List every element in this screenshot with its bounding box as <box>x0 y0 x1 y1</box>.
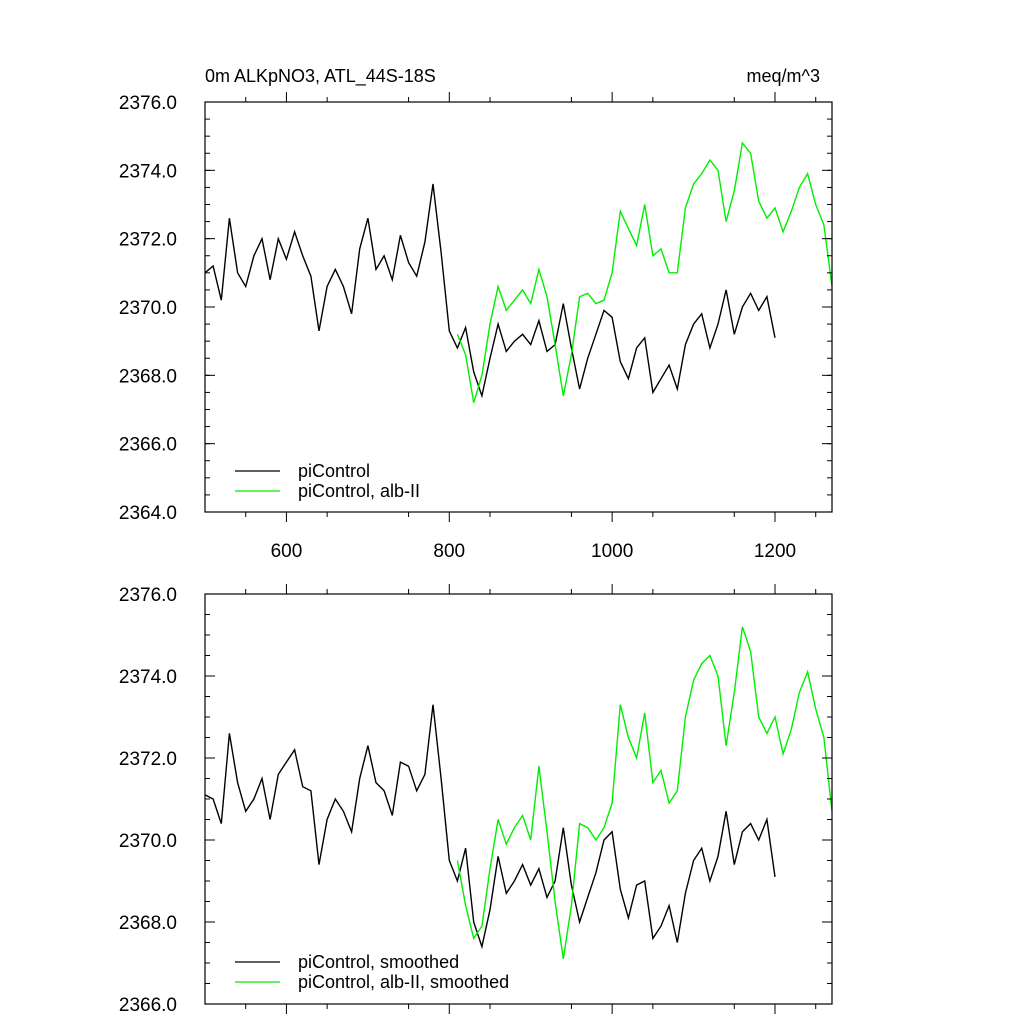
top-panel: 0m ALKpNO3, ATL_44S-18S meq/m^3 2364.023… <box>119 66 833 562</box>
legend-label-alb-ii-smoothed: piControl, alb-II, smoothed <box>298 972 509 992</box>
x-tick-label: 1000 <box>591 541 633 562</box>
y-tick-label: 2370.0 <box>119 298 177 319</box>
y-tick-label: 2368.0 <box>119 366 177 387</box>
bottom-panel-series <box>204 626 833 960</box>
y-tick-label: 2376.0 <box>119 93 177 114</box>
y-tick-label: 2364.0 <box>119 503 177 524</box>
bottom-panel-frame <box>204 593 833 1005</box>
y-tick-label: 2372.0 <box>119 230 177 251</box>
series-line-0-0 <box>204 183 776 399</box>
x-tick-label: 800 <box>433 541 465 562</box>
top-panel-units: meq/m^3 <box>747 66 820 86</box>
y-tick-label: 2370.0 <box>119 831 177 852</box>
series-line-0-1 <box>456 141 833 403</box>
y-tick-label: 2376.0 <box>119 585 177 606</box>
top-panel-ticks: 2364.0 2366.0 2368.0 2370.0 2372.0 2374.0 2376… <box>119 92 832 562</box>
y-tick-label: 2372.0 <box>119 749 177 770</box>
bottom-panel-legend: piControl, smoothed piControl, alb-II, s… <box>235 952 509 992</box>
series-line-1-0 <box>204 704 776 950</box>
y-tick-label: 2374.0 <box>119 161 177 182</box>
y-tick-label: 2368.0 <box>119 913 177 934</box>
y-tick-label: 2366.0 <box>119 995 177 1016</box>
top-panel-title: 0m ALKpNO3, ATL_44S-18S <box>205 66 436 87</box>
bottom-panel-ticks: 2366.0 2368.0 2370.0 2372.0 2374.0 2376.0 <box>119 584 832 1016</box>
series-line-1-1 <box>456 626 833 960</box>
legend-label-picontrol: piControl <box>298 461 370 481</box>
bottom-panel: 2366.0 2368.0 2370.0 2372.0 2374.0 2376.0 piC… <box>119 584 833 1016</box>
top-panel-legend: piControl piControl, alb-II <box>235 461 420 501</box>
legend-label-alb-ii: piControl, alb-II <box>298 481 420 501</box>
top-panel-frame <box>204 101 833 513</box>
top-panel-series <box>204 141 833 403</box>
x-tick-label: 600 <box>271 541 303 562</box>
y-tick-label: 2374.0 <box>119 667 177 688</box>
x-tick-label: 1200 <box>754 541 796 562</box>
legend-label-picontrol-smoothed: piControl, smoothed <box>298 952 459 972</box>
y-tick-label: 2366.0 <box>119 435 177 456</box>
